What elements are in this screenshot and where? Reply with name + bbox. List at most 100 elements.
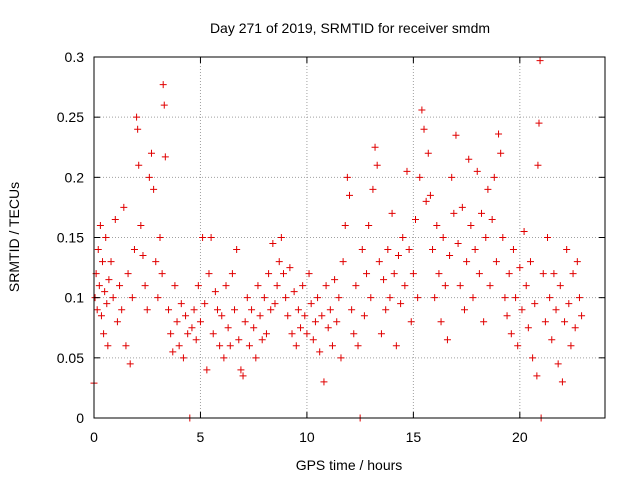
data-point (111, 215, 119, 223)
data-point (509, 246, 517, 254)
data-point (100, 330, 108, 338)
data-point (218, 312, 226, 320)
data-point (407, 318, 415, 326)
data-point (192, 336, 200, 344)
data-point (190, 306, 198, 314)
data-point (348, 306, 356, 314)
data-point (322, 282, 330, 290)
data-point (271, 300, 279, 308)
data-point (431, 294, 439, 302)
data-point (135, 161, 143, 169)
data-point (518, 306, 526, 314)
y-tick-label: 0.05 (57, 350, 84, 366)
data-point (337, 354, 345, 362)
data-point (397, 300, 405, 308)
data-point (122, 342, 130, 350)
data-point (350, 330, 358, 338)
data-point (536, 57, 544, 65)
data-point (93, 306, 101, 314)
data-point (456, 282, 464, 290)
data-points (90, 57, 586, 422)
data-point (416, 173, 424, 181)
data-point (561, 318, 569, 326)
data-point (326, 306, 334, 314)
data-point (320, 378, 328, 386)
data-point (102, 234, 110, 241)
data-point (426, 191, 434, 199)
data-point (134, 125, 142, 133)
data-point (194, 282, 202, 290)
data-point (248, 306, 256, 314)
data-point (196, 318, 204, 326)
y-tick-label: 0 (76, 410, 84, 426)
data-point (224, 324, 232, 332)
data-point (182, 312, 190, 320)
data-point (535, 119, 543, 127)
data-point (165, 306, 173, 314)
data-point (254, 282, 262, 290)
data-point (486, 282, 494, 290)
data-point (175, 342, 183, 350)
x-tick-label: 15 (406, 429, 422, 445)
data-point (484, 185, 492, 193)
data-point (275, 258, 283, 266)
data-point (292, 342, 300, 350)
data-point (343, 173, 351, 181)
data-point (299, 282, 307, 290)
data-point (177, 300, 185, 308)
data-point (286, 264, 294, 272)
data-point (124, 270, 132, 278)
data-point (380, 276, 388, 284)
data-point (420, 125, 428, 133)
data-point (371, 143, 379, 151)
data-point (573, 258, 581, 266)
data-point (262, 330, 270, 338)
data-point (341, 221, 349, 229)
data-point (205, 270, 213, 278)
data-point (558, 378, 566, 386)
y-axis-label: SRMTID / TECUs (6, 182, 22, 292)
data-point (373, 161, 381, 169)
data-point (386, 294, 394, 302)
data-point (363, 270, 371, 278)
data-point (250, 324, 258, 332)
data-point (167, 330, 175, 338)
data-point (499, 234, 507, 241)
data-point (565, 300, 573, 308)
data-point (147, 149, 155, 157)
data-point (394, 252, 402, 260)
data-point (141, 282, 149, 290)
data-point (354, 342, 362, 350)
data-point (367, 294, 375, 302)
data-point (171, 282, 179, 290)
data-point (179, 354, 187, 362)
data-point (450, 209, 458, 217)
data-point (412, 215, 420, 223)
data-point (237, 366, 245, 374)
data-point (211, 288, 219, 296)
data-point (465, 155, 473, 163)
data-point (228, 270, 236, 278)
y-tick-label: 0.3 (65, 49, 85, 65)
data-point (388, 209, 396, 217)
data-point (277, 234, 285, 241)
data-point (448, 173, 456, 181)
data-point (375, 258, 383, 266)
data-point (339, 258, 347, 266)
data-point (241, 318, 249, 326)
data-point (103, 300, 111, 308)
data-point (260, 294, 268, 302)
data-point (267, 306, 275, 314)
data-point (169, 348, 177, 356)
data-point (184, 330, 192, 338)
data-point (422, 197, 430, 205)
data-point (145, 173, 153, 181)
data-point (512, 294, 520, 302)
data-point (488, 215, 496, 223)
data-point (173, 318, 181, 326)
data-point (550, 270, 558, 278)
y-tick-label: 0.25 (57, 109, 84, 125)
data-point (265, 270, 273, 278)
data-point (233, 246, 241, 254)
